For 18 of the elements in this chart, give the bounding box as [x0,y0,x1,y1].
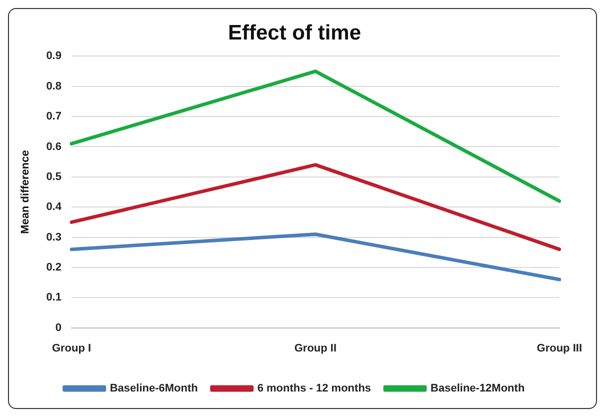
x-tick-label: Group II [294,342,337,354]
legend-label: Baseline-12Month [430,382,525,395]
x-tick-label: Group III [536,342,582,354]
y-tick-label: 0.6 [46,140,62,153]
legend-label: 6 months - 12 months [257,382,372,395]
y-tick-label: 0.4 [46,201,62,214]
x-tick-label: Group I [52,342,92,354]
y-tick-label: 0.7 [46,110,62,123]
y-axis-title: Mean difference [20,150,32,234]
y-tick-label: 0.5 [46,170,62,183]
y-tick-label: 0.3 [46,231,62,244]
y-tick-label: 0.9 [46,50,62,62]
y-tick-label: 0 [55,322,62,334]
chart-title: Effect of time [228,21,362,44]
y-tick-label: 0.1 [46,292,62,304]
y-tick-label: 0.2 [46,261,62,274]
y-tick-label: 0.8 [46,80,62,92]
legend-label: Baseline-6Month [110,382,198,395]
